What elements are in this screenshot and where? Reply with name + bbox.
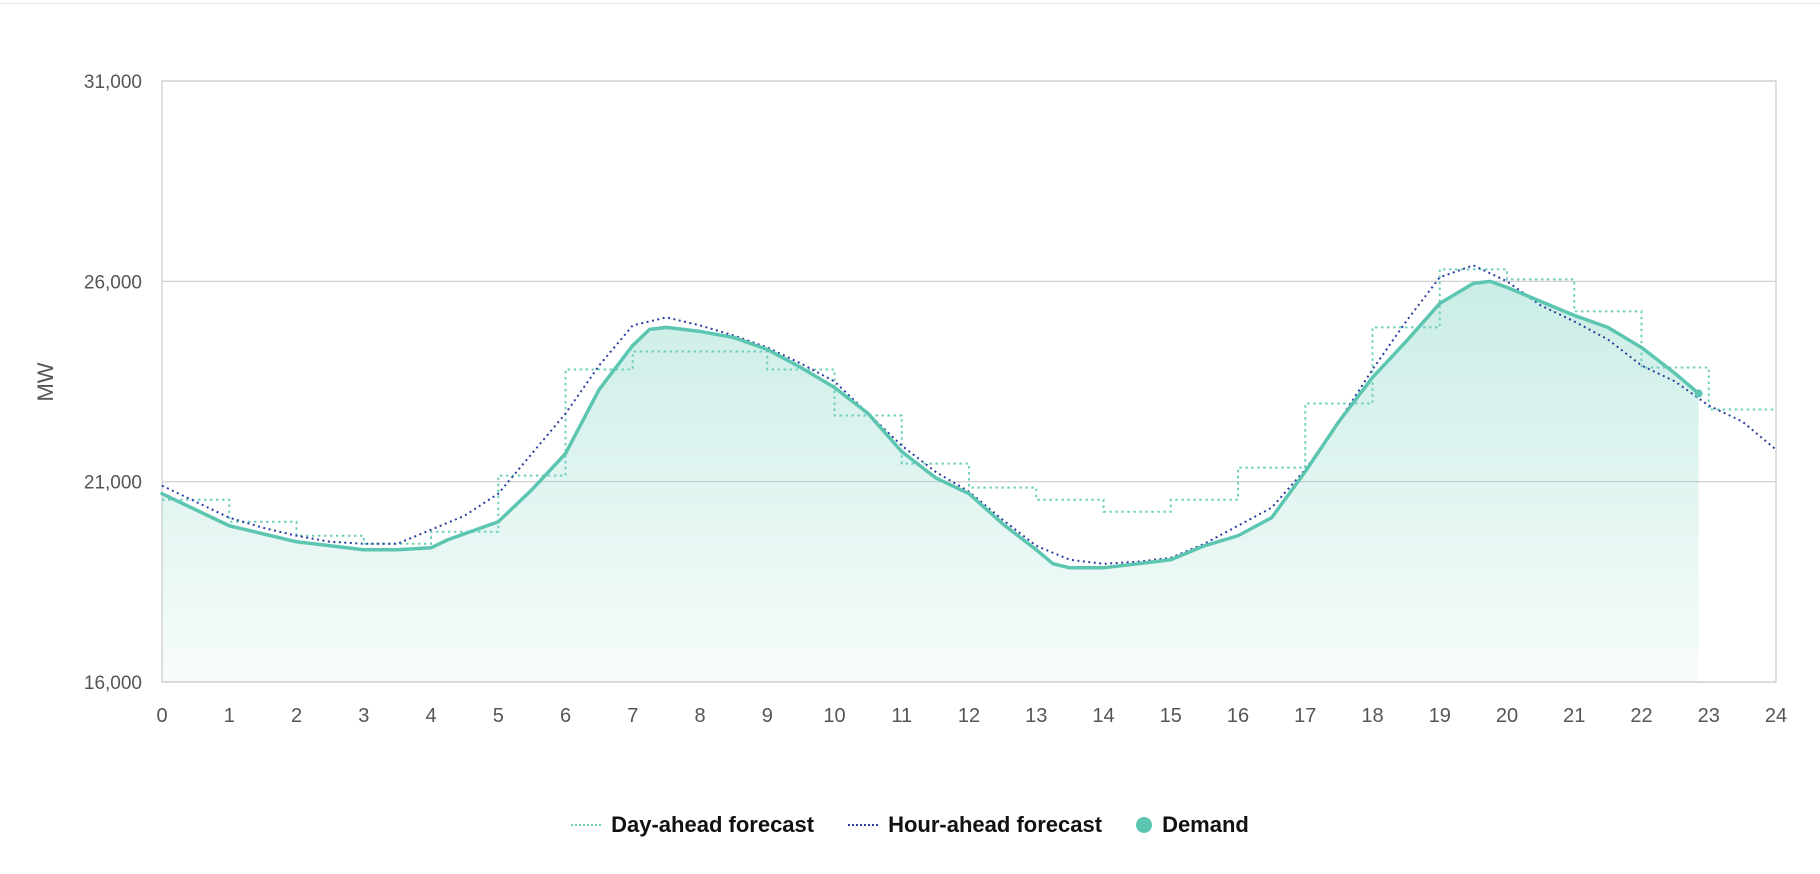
y-tick-label: 21,000 [84, 473, 142, 494]
x-tick-label: 23 [1698, 705, 1720, 727]
x-tick-label: 18 [1361, 705, 1383, 727]
y-axis-label: MW [33, 362, 58, 401]
series-line-hour-ahead [161, 264, 1777, 565]
x-tick-label: 1 [224, 705, 235, 727]
series-layer [160, 264, 1777, 570]
x-tick-label: 20 [1496, 705, 1518, 727]
area-layer [162, 281, 1699, 682]
y-tick-label: 26,000 [84, 272, 142, 293]
top-divider [0, 3, 1820, 4]
hour-ahead-swatch-icon [848, 824, 879, 826]
x-tick-label: 24 [1765, 705, 1787, 727]
day-ahead-swatch-icon [571, 824, 602, 826]
x-tick-label: 21 [1563, 705, 1585, 727]
x-tick-label: 0 [156, 705, 167, 727]
demand-end-point [1694, 389, 1703, 398]
x-tick-label: 17 [1294, 705, 1316, 727]
demand-area-fill [162, 281, 1699, 682]
x-tick-label: 9 [762, 705, 773, 727]
legend-label-hour-ahead: Hour-ahead forecast [888, 812, 1103, 837]
x-tick-label: 19 [1429, 705, 1451, 727]
x-tick-label: 3 [358, 705, 369, 727]
x-tick-label: 8 [694, 705, 705, 727]
x-tick-label: 4 [425, 705, 436, 727]
legend-label-demand: Demand [1162, 812, 1249, 837]
y-tick-label: 16,000 [84, 673, 142, 694]
x-tick-label: 22 [1630, 705, 1652, 727]
y-tick-label: 31,000 [84, 72, 142, 93]
x-tick-label: 6 [560, 705, 571, 727]
series-line-day-ahead [162, 268, 1776, 545]
demand-swatch-icon [1136, 817, 1153, 833]
legend-item-demand[interactable]: Demand [1136, 812, 1249, 838]
legend-item-day-ahead[interactable]: Day-ahead forecast [571, 812, 814, 838]
series-line-demand [160, 279, 1701, 570]
x-tick-label: 14 [1092, 705, 1114, 727]
x-tick-label: 15 [1160, 705, 1182, 727]
x-tick-label: 10 [823, 705, 845, 727]
x-tick-label: 5 [493, 705, 504, 727]
x-tick-label: 7 [627, 705, 638, 727]
legend-label-day-ahead: Day-ahead forecast [611, 812, 815, 837]
x-tick-label: 13 [1025, 705, 1047, 727]
x-tick-label: 11 [891, 705, 912, 727]
legend-item-hour-ahead[interactable]: Hour-ahead forecast [848, 812, 1102, 838]
x-tick-label: 2 [291, 705, 302, 727]
x-tick-label: 12 [958, 705, 980, 727]
x-tick-label: 16 [1227, 705, 1249, 727]
chart-legend: Day-ahead forecast Hour-ahead forecast D… [0, 812, 1820, 838]
